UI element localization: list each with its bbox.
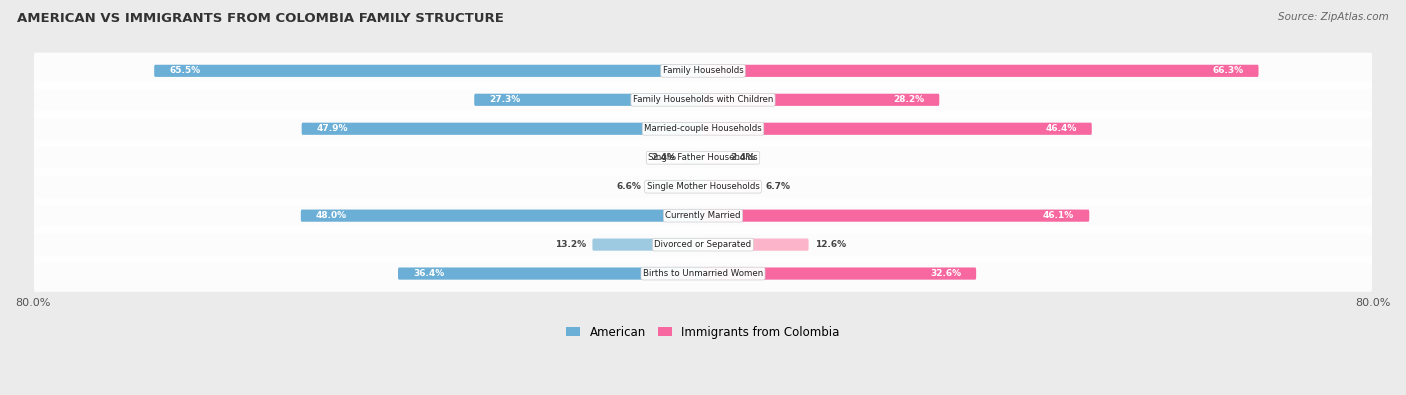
FancyBboxPatch shape bbox=[34, 168, 1372, 205]
Text: 13.2%: 13.2% bbox=[554, 240, 586, 249]
Text: Married-couple Households: Married-couple Households bbox=[644, 124, 762, 133]
Text: 2.4%: 2.4% bbox=[730, 153, 755, 162]
FancyBboxPatch shape bbox=[703, 65, 1258, 77]
FancyBboxPatch shape bbox=[703, 267, 976, 280]
FancyBboxPatch shape bbox=[648, 181, 703, 193]
FancyBboxPatch shape bbox=[703, 94, 939, 106]
FancyBboxPatch shape bbox=[703, 181, 759, 193]
FancyBboxPatch shape bbox=[703, 152, 723, 164]
Text: Single Mother Households: Single Mother Households bbox=[647, 182, 759, 191]
FancyBboxPatch shape bbox=[34, 53, 1372, 89]
FancyBboxPatch shape bbox=[302, 123, 703, 135]
Text: 6.7%: 6.7% bbox=[766, 182, 790, 191]
Text: 6.6%: 6.6% bbox=[616, 182, 641, 191]
Text: Source: ZipAtlas.com: Source: ZipAtlas.com bbox=[1278, 12, 1389, 22]
FancyBboxPatch shape bbox=[703, 210, 1090, 222]
Text: 27.3%: 27.3% bbox=[489, 95, 520, 104]
Text: Currently Married: Currently Married bbox=[665, 211, 741, 220]
Text: Births to Unmarried Women: Births to Unmarried Women bbox=[643, 269, 763, 278]
Text: Divorced or Separated: Divorced or Separated bbox=[654, 240, 752, 249]
Text: 47.9%: 47.9% bbox=[316, 124, 349, 133]
Legend: American, Immigrants from Colombia: American, Immigrants from Colombia bbox=[561, 321, 845, 343]
FancyBboxPatch shape bbox=[34, 139, 1372, 176]
FancyBboxPatch shape bbox=[34, 111, 1372, 147]
Text: Family Households with Children: Family Households with Children bbox=[633, 95, 773, 104]
FancyBboxPatch shape bbox=[155, 65, 703, 77]
FancyBboxPatch shape bbox=[34, 198, 1372, 234]
Text: Family Households: Family Households bbox=[662, 66, 744, 75]
Text: 12.6%: 12.6% bbox=[815, 240, 846, 249]
FancyBboxPatch shape bbox=[703, 239, 808, 251]
Text: 2.4%: 2.4% bbox=[651, 153, 676, 162]
Text: 32.6%: 32.6% bbox=[929, 269, 962, 278]
FancyBboxPatch shape bbox=[703, 123, 1092, 135]
FancyBboxPatch shape bbox=[34, 255, 1372, 292]
Text: 48.0%: 48.0% bbox=[316, 211, 347, 220]
Text: 66.3%: 66.3% bbox=[1212, 66, 1243, 75]
FancyBboxPatch shape bbox=[34, 81, 1372, 118]
FancyBboxPatch shape bbox=[683, 152, 703, 164]
Text: Single Father Households: Single Father Households bbox=[648, 153, 758, 162]
FancyBboxPatch shape bbox=[34, 226, 1372, 263]
Text: 46.4%: 46.4% bbox=[1045, 124, 1077, 133]
FancyBboxPatch shape bbox=[592, 239, 703, 251]
FancyBboxPatch shape bbox=[474, 94, 703, 106]
FancyBboxPatch shape bbox=[301, 210, 703, 222]
Text: 36.4%: 36.4% bbox=[413, 269, 444, 278]
Text: AMERICAN VS IMMIGRANTS FROM COLOMBIA FAMILY STRUCTURE: AMERICAN VS IMMIGRANTS FROM COLOMBIA FAM… bbox=[17, 12, 503, 25]
Text: 28.2%: 28.2% bbox=[893, 95, 924, 104]
Text: 46.1%: 46.1% bbox=[1043, 211, 1074, 220]
FancyBboxPatch shape bbox=[398, 267, 703, 280]
Text: 65.5%: 65.5% bbox=[169, 66, 201, 75]
